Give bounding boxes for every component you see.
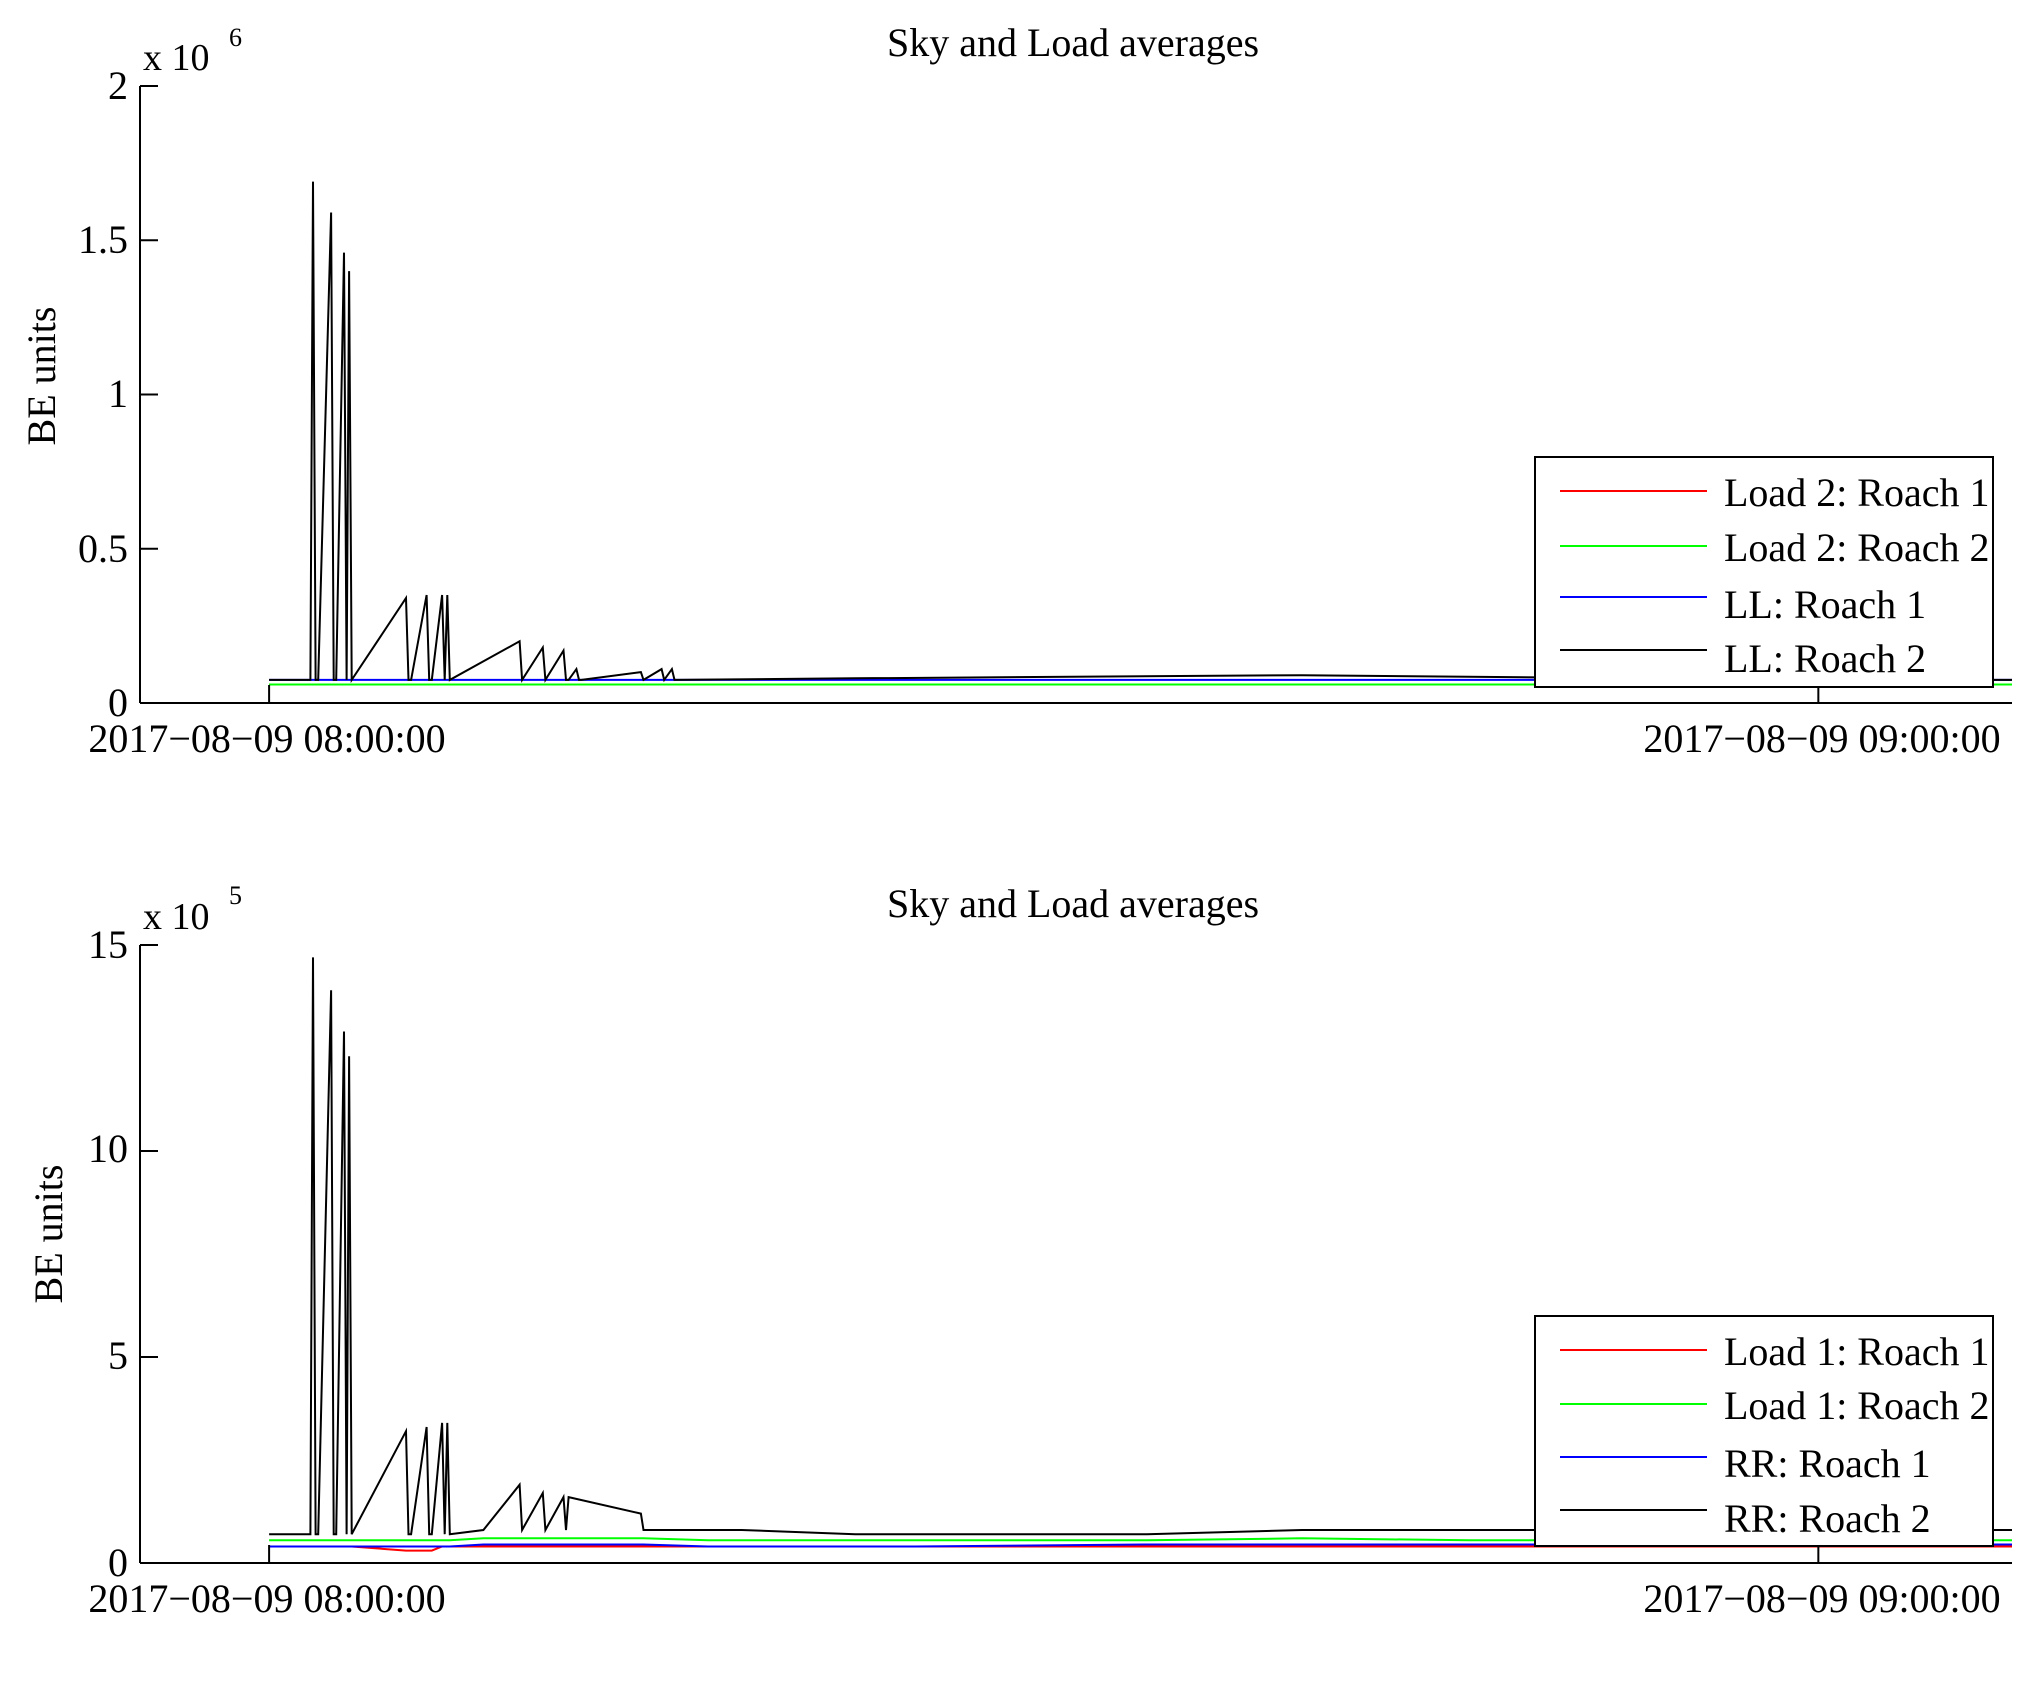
chart-bottom-title: Sky and Load averages	[887, 881, 1259, 926]
chart-bottom-legend-label: RR: Roach 1	[1724, 1441, 1931, 1486]
chart-top-series-line-4	[269, 181, 2012, 684]
chart-bottom-legend-label: Load 1: Roach 2	[1724, 1383, 1990, 1428]
chart-bottom-y-axis-label: BE units	[26, 1165, 71, 1304]
chart-top-legend-label: LL: Roach 1	[1724, 582, 1926, 627]
chart-bottom-x-tick-labels: 2017−08−09 08:00:00 2017−08−09 09:00:00	[88, 1576, 2000, 1621]
chart-top-plot-area	[139, 85, 2012, 704]
chart-bottom-y-tick-label: 0	[108, 1540, 128, 1585]
chart-top-scale-multiplier: x 10 6	[143, 23, 242, 79]
chart-bottom-multiplier-base: x 10	[143, 896, 210, 938]
chart-bottom-y-tick-label: 10	[88, 1126, 128, 1171]
chart-top-y-tick-label: 0.5	[78, 526, 128, 571]
chart-top-y-axis-label: BE units	[19, 307, 64, 446]
chart-bottom-series-line-3	[269, 1543, 2012, 1548]
chart-top-legend: Load 2: Roach 1 Load 2: Roach 2 LL: Roac…	[1534, 456, 1994, 688]
chart-bottom-series-line-1	[269, 1545, 2012, 1552]
chart-top: Sky and Load averages x 10 6 BE units 0 …	[19, 20, 2012, 761]
chart-top-legend-label: LL: Roach 2	[1724, 636, 1926, 681]
chart-bottom-y-tick-labels: 0 5 10 15	[88, 922, 128, 1585]
chart-bottom-legend-label: RR: Roach 2	[1724, 1496, 1931, 1541]
chart-bottom-legend-label: Load 1: Roach 1	[1724, 1329, 1990, 1374]
chart-bottom-scale-multiplier: x 10 5	[143, 881, 242, 938]
chart-top-legend-label: Load 2: Roach 1	[1724, 470, 1990, 515]
chart-top-y-tick-label: 1	[108, 371, 128, 416]
chart-bottom-x-tick-label: 2017−08−09 08:00:00	[88, 1576, 445, 1621]
chart-top-y-tick-labels: 0 0.5 1 1.5 2	[78, 63, 128, 725]
chart-bottom-series-line-4	[269, 957, 2012, 1536]
chart-bottom-legend: Load 1: Roach 1 Load 1: Roach 2 RR: Roac…	[1534, 1315, 1994, 1547]
chart-top-y-tick-label: 2	[108, 63, 128, 108]
chart-bottom: Sky and Load averages x 10 5 BE units 0 …	[26, 881, 2012, 1621]
chart-bottom-y-tick-label: 15	[88, 922, 128, 967]
chart-bottom-multiplier-exponent: 5	[229, 881, 242, 910]
chart-bottom-legend-box	[1534, 1315, 1994, 1547]
chart-top-legend-box	[1534, 456, 1994, 688]
chart-top-x-tick-labels: 2017−08−09 08:00:00 2017−08−09 09:00:00	[88, 716, 2000, 761]
chart-bottom-y-tick-label: 5	[108, 1333, 128, 1378]
chart-bottom-x-tick-label: 2017−08−09 09:00:00	[1643, 1576, 2000, 1621]
chart-bottom-series-line-2	[269, 1537, 2012, 1542]
chart-top-y-tick-label: 1.5	[78, 217, 128, 262]
chart-top-x-tick-label: 2017−08−09 09:00:00	[1643, 716, 2000, 761]
chart-bottom-plot-area	[139, 944, 2012, 1564]
chart-top-title: Sky and Load averages	[887, 20, 1259, 65]
chart-top-multiplier-exponent: 6	[229, 23, 242, 52]
chart-top-y-tick-label: 0	[108, 680, 128, 725]
chart-top-multiplier-base: x 10	[143, 37, 210, 79]
chart-top-x-tick-label: 2017−08−09 08:00:00	[88, 716, 445, 761]
chart-top-legend-label: Load 2: Roach 2	[1724, 525, 1990, 570]
